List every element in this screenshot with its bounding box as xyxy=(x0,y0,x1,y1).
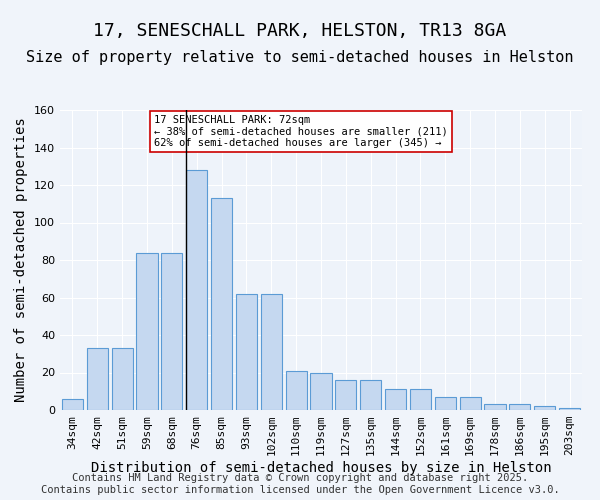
Bar xyxy=(385,390,406,410)
Bar xyxy=(484,404,506,410)
Bar xyxy=(186,170,207,410)
Bar xyxy=(335,380,356,410)
Bar xyxy=(534,406,555,410)
Bar xyxy=(410,390,431,410)
Text: 17 SENESCHALL PARK: 72sqm
← 38% of semi-detached houses are smaller (211)
62% of: 17 SENESCHALL PARK: 72sqm ← 38% of semi-… xyxy=(154,115,448,148)
Bar xyxy=(310,372,332,410)
Bar xyxy=(112,348,133,410)
Bar xyxy=(62,399,83,410)
Bar xyxy=(236,294,257,410)
X-axis label: Distribution of semi-detached houses by size in Helston: Distribution of semi-detached houses by … xyxy=(91,461,551,475)
Bar xyxy=(261,294,282,410)
Bar xyxy=(211,198,232,410)
Text: Size of property relative to semi-detached houses in Helston: Size of property relative to semi-detach… xyxy=(26,50,574,65)
Y-axis label: Number of semi-detached properties: Number of semi-detached properties xyxy=(14,118,28,403)
Bar xyxy=(286,370,307,410)
Bar xyxy=(435,397,456,410)
Bar xyxy=(161,252,182,410)
Bar xyxy=(509,404,530,410)
Text: 17, SENESCHALL PARK, HELSTON, TR13 8GA: 17, SENESCHALL PARK, HELSTON, TR13 8GA xyxy=(94,22,506,40)
Bar xyxy=(360,380,381,410)
Bar xyxy=(460,397,481,410)
Text: Contains HM Land Registry data © Crown copyright and database right 2025.
Contai: Contains HM Land Registry data © Crown c… xyxy=(41,474,559,495)
Bar xyxy=(87,348,108,410)
Bar xyxy=(136,252,158,410)
Bar xyxy=(559,408,580,410)
